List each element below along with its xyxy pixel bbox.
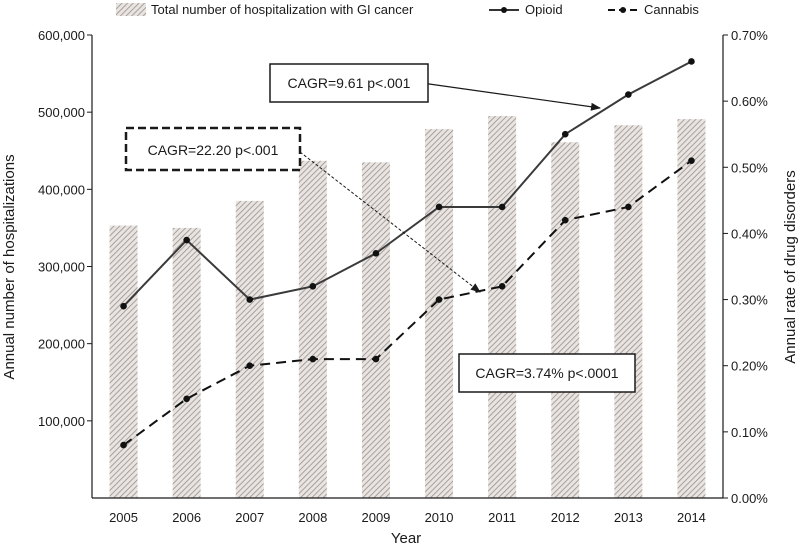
- x-axis-title: Year: [391, 530, 421, 547]
- bar-2012: [551, 142, 580, 499]
- bar-2005: [109, 225, 138, 498]
- y-tick-label: 600,000: [38, 28, 85, 43]
- opioid-point-2014: [688, 58, 695, 65]
- y-tick-label: 500,000: [38, 105, 85, 120]
- y-tick-label: 200,000: [38, 337, 85, 352]
- total-annotation-box: [458, 353, 636, 393]
- y-tick-label: 300,000: [38, 260, 85, 275]
- bar-2008: [298, 160, 327, 498]
- cannabis-point-2013: [625, 203, 632, 211]
- y-axis-title: Annual number of hospitalizations: [1, 154, 18, 379]
- cannabis-point-2006: [183, 395, 190, 403]
- bar-2010: [425, 129, 454, 499]
- legend-cannabis-marker: [620, 7, 626, 13]
- x-tick-label: 2011: [488, 510, 516, 525]
- y-tick-label: 100,000: [38, 414, 85, 429]
- y2-tick-label: 0.20%: [731, 359, 768, 374]
- opioid-point-2006: [183, 236, 190, 244]
- x-tick-label: 2009: [361, 510, 390, 525]
- y2-tick-label: 0.10%: [731, 425, 768, 440]
- axes-layer: 100,000 200,000 300,000 400,000 500,000 600,0…: [38, 28, 768, 525]
- opioid-annotation-text: CAGR=9.61 p<.001: [288, 75, 411, 91]
- lines-layer: [120, 58, 695, 449]
- bars-layer: [109, 116, 706, 499]
- cannabis-point-2014: [688, 157, 695, 164]
- cannabis-point-2007: [246, 362, 254, 370]
- opioid-annotation-box: [269, 63, 429, 103]
- legend: Total number of hospitalization with GI …: [116, 2, 699, 17]
- bar-2013: [614, 125, 643, 498]
- x-tick-label: 2005: [109, 510, 138, 525]
- total-annotation-text: CAGR=3.74% p<.0001: [475, 365, 618, 381]
- opioid-point-2013: [625, 91, 632, 98]
- cannabis-point-2005: [120, 441, 127, 449]
- legend-bar-label: Total number of hospitalization with GI …: [151, 2, 414, 17]
- x-tick-label: 2014: [677, 510, 706, 525]
- legend-opioid-marker: [501, 7, 507, 13]
- y2-axis-title: Annual rate of drug disorders: [782, 170, 799, 363]
- legend-cannabis-label: Cannabis: [644, 2, 699, 17]
- cannabis-point-2009: [372, 355, 380, 363]
- bar-2007: [235, 200, 264, 499]
- bar-2009: [361, 162, 390, 498]
- cannabis-point-2011: [498, 283, 506, 290]
- cannabis-line: [122, 159, 693, 446]
- y2-tick-label: 0.40%: [731, 226, 768, 241]
- y-tick-label: 400,000: [38, 182, 85, 197]
- opioid-point-2007: [246, 296, 254, 303]
- bar-2014: [677, 119, 706, 498]
- opioid-point-2010: [435, 203, 443, 211]
- cannabis-point-2012: [561, 216, 569, 224]
- legend-bar-swatch: [116, 3, 146, 16]
- cannabis-annotation-arrow: [299, 151, 481, 293]
- x-tick-label: 2008: [298, 510, 327, 525]
- x-tick-label: 2007: [235, 510, 264, 525]
- opioid-point-2009: [372, 249, 380, 257]
- opioid-point-2012: [561, 130, 569, 138]
- y2-tick-label: 0.30%: [731, 293, 768, 308]
- legend-opioid-label: Opioid: [525, 2, 563, 17]
- cannabis-point-2010: [435, 296, 443, 303]
- opioid-point-2005: [120, 302, 127, 310]
- cannabis-point-2008: [309, 355, 317, 363]
- x-tick-label: 2010: [425, 510, 454, 525]
- opioid-line: [122, 60, 692, 307]
- x-tick-label: 2013: [614, 510, 643, 525]
- cannabis-annotation-text: CAGR=22.20 p<.001: [148, 142, 279, 158]
- y2-tick-label: 0.50%: [731, 160, 768, 175]
- y2-tick-label: 0.60%: [731, 94, 768, 109]
- cannabis-annotation-box: [124, 126, 302, 172]
- x-tick-label: 2012: [551, 510, 580, 525]
- annotations: CAGR=9.61 p<.001 CAGR=22.20 p<.001 CAGR=…: [124, 63, 636, 393]
- bar-2006: [172, 227, 201, 498]
- x-tick-label: 2006: [172, 510, 201, 525]
- y2-tick-label: 0.70%: [731, 28, 768, 43]
- opioid-point-2011: [498, 203, 506, 211]
- bar-2011: [488, 116, 517, 499]
- y2-tick-label: 0.00%: [731, 491, 768, 506]
- opioid-point-2008: [309, 283, 317, 290]
- opioid-annotation-arrow: [414, 81, 601, 111]
